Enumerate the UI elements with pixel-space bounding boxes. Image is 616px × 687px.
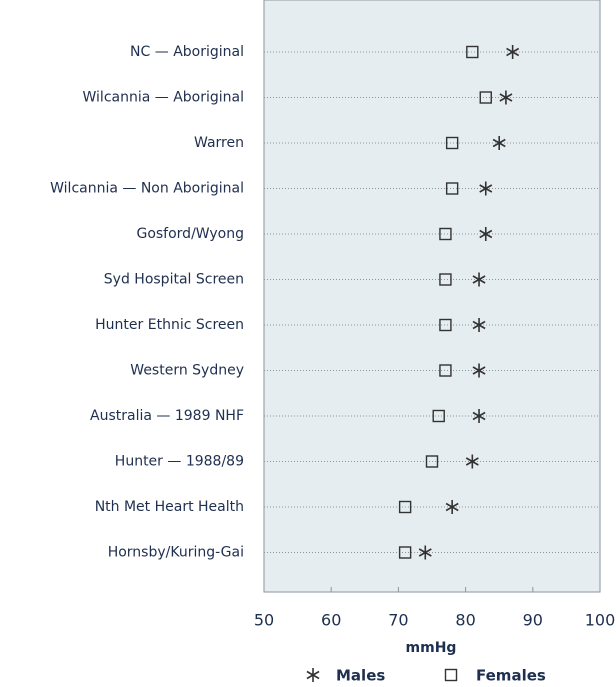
female-marker [398, 500, 412, 514]
female-marker [439, 273, 452, 286]
asterisk-stroke [472, 411, 486, 421]
legend-label: Males [336, 667, 385, 685]
female-marker [398, 546, 412, 559]
asterisk-stroke [472, 320, 486, 330]
x-tick-label: 80 [455, 611, 475, 630]
x-tick-label: 70 [388, 611, 408, 630]
male-marker [479, 227, 493, 241]
category-label: Warren [194, 135, 244, 151]
asterisk-stroke [472, 275, 486, 284]
category-label: Australia — 1989 NHF [90, 408, 244, 424]
male-marker [479, 181, 493, 196]
male-marker [506, 45, 520, 59]
male-marker [465, 454, 479, 469]
female-marker [479, 91, 492, 104]
asterisk-stroke [472, 366, 486, 375]
category-label: Nth Met Heart Health [95, 499, 244, 515]
plot-area [263, 0, 601, 593]
category-label: Western Sydney [130, 363, 244, 379]
asterisk-stroke [465, 457, 479, 466]
legend-label: Females [476, 667, 546, 685]
female-marker [445, 182, 459, 195]
x-axis-label: mmHg [406, 640, 457, 656]
asterisk-stroke [499, 93, 513, 102]
female-marker [425, 455, 439, 468]
female-marker [445, 136, 459, 150]
male-marker [472, 318, 486, 332]
female-marker [466, 45, 479, 59]
asterisk-stroke [506, 47, 520, 57]
female-marker [432, 409, 445, 423]
asterisk-stroke [492, 138, 506, 148]
x-tick-label: 50 [254, 611, 274, 630]
category-label: Wilcannia — Non Aboriginal [50, 181, 244, 197]
asterisk-stroke [445, 502, 459, 512]
category-label: Gosford/Wyong [136, 226, 244, 242]
asterisk-stroke [479, 229, 493, 239]
female-marker [439, 318, 452, 332]
category-label: Hunter — 1988/89 [115, 454, 244, 470]
category-label: Hornsby/Kuring-Gai [108, 545, 244, 561]
legend-symbol [306, 668, 320, 682]
x-tick-label: 90 [523, 611, 543, 630]
female-marker [439, 364, 452, 377]
male-marker [418, 545, 432, 560]
legend-symbol [444, 668, 458, 682]
male-marker [492, 136, 506, 150]
male-marker [472, 409, 486, 423]
x-tick-label: 100 [585, 611, 616, 630]
asterisk-stroke [418, 548, 432, 557]
asterisk-stroke [479, 184, 493, 193]
x-tick-label: 60 [321, 611, 341, 630]
category-label: Hunter Ethnic Screen [95, 317, 244, 333]
category-label: Syd Hospital Screen [104, 272, 244, 288]
category-label: NC — Aboriginal [130, 44, 244, 60]
male-marker [472, 272, 486, 287]
male-marker [445, 500, 459, 514]
category-label: Wilcannia — Aboriginal [83, 90, 245, 106]
male-marker [472, 363, 486, 378]
asterisk-stroke [306, 670, 320, 680]
male-marker [499, 90, 513, 105]
female-marker [439, 227, 452, 241]
